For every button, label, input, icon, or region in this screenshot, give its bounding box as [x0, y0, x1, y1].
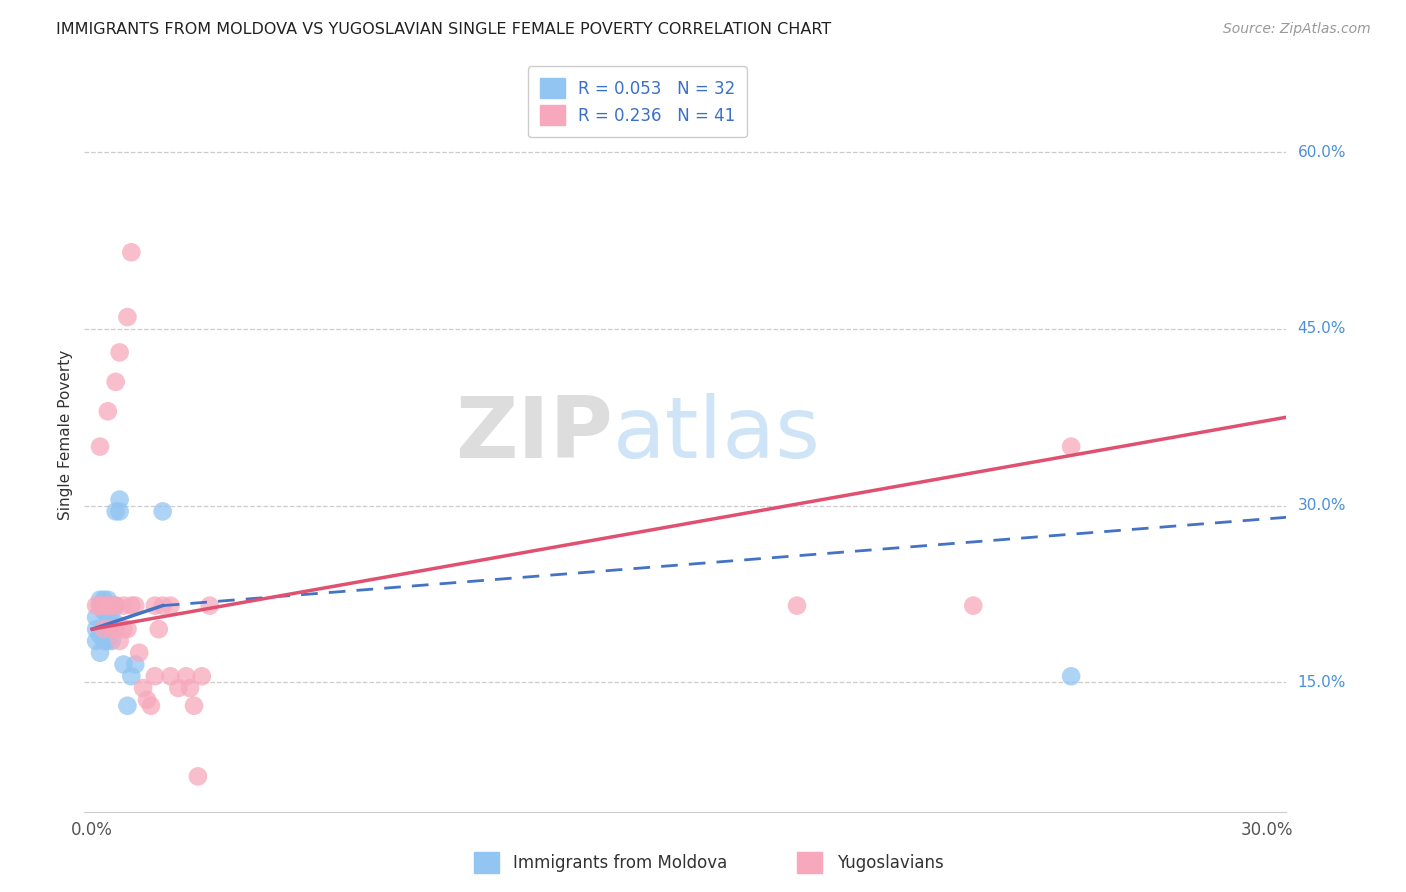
Point [143, 599, 166, 613]
Point [97, 599, 120, 613]
Point [100, 605, 122, 619]
Point [104, 375, 127, 389]
Point [84, 610, 107, 624]
Point [108, 504, 131, 518]
Point [93, 622, 115, 636]
Point [104, 599, 127, 613]
Point [108, 634, 131, 648]
Point [89, 599, 111, 613]
Point [120, 669, 142, 683]
Point [93, 605, 115, 619]
Bar [797, 852, 823, 873]
Point [187, 769, 209, 783]
Point [112, 622, 135, 636]
Point [89, 440, 111, 454]
Point [97, 610, 120, 624]
Point [84, 599, 107, 613]
Point [117, 698, 139, 713]
Legend: R = 0.053   N = 32, R = 0.236   N = 41: R = 0.053 N = 32, R = 0.236 N = 41 [527, 66, 747, 137]
Point [104, 599, 127, 613]
Point [97, 404, 120, 418]
Text: Immigrants from Moldova: Immigrants from Moldova [513, 854, 727, 871]
Point [100, 599, 122, 613]
Text: IMMIGRANTS FROM MOLDOVA VS YUGOSLAVIAN SINGLE FEMALE POVERTY CORRELATION CHART: IMMIGRANTS FROM MOLDOVA VS YUGOSLAVIAN S… [56, 22, 831, 37]
Y-axis label: Single Female Poverty: Single Female Poverty [58, 350, 73, 520]
Point [117, 622, 139, 636]
Point [104, 504, 127, 518]
Point [124, 599, 146, 613]
Point [108, 492, 131, 507]
Point [97, 622, 120, 636]
Point [108, 345, 131, 359]
Point [84, 622, 107, 636]
Text: 45.0%: 45.0% [1298, 321, 1346, 336]
Point [89, 599, 111, 613]
Point [100, 622, 122, 636]
Point [183, 698, 205, 713]
Point [84, 634, 107, 648]
Point [152, 504, 174, 518]
Point [786, 599, 808, 613]
Point [93, 592, 115, 607]
Point [143, 669, 166, 683]
Point [97, 634, 120, 648]
Point [132, 681, 155, 695]
Text: Source: ZipAtlas.com: Source: ZipAtlas.com [1223, 22, 1371, 37]
Point [100, 622, 122, 636]
Point [962, 599, 984, 613]
Point [89, 628, 111, 642]
Point [100, 599, 122, 613]
Point [159, 599, 181, 613]
Point [128, 646, 150, 660]
Point [167, 681, 190, 695]
Text: ZIP: ZIP [456, 393, 613, 476]
Point [148, 622, 170, 636]
Point [179, 681, 201, 695]
Point [104, 616, 127, 631]
Point [112, 599, 135, 613]
Point [136, 693, 159, 707]
Point [174, 669, 197, 683]
Point [104, 622, 127, 636]
Text: 15.0%: 15.0% [1298, 674, 1346, 690]
Bar [474, 852, 499, 873]
Point [97, 599, 120, 613]
Point [198, 599, 221, 613]
Point [89, 646, 111, 660]
Point [100, 634, 122, 648]
Text: 30.0%: 30.0% [1298, 498, 1346, 513]
Point [191, 669, 214, 683]
Point [152, 599, 174, 613]
Point [93, 599, 115, 613]
Text: 60.0%: 60.0% [1298, 145, 1346, 160]
Text: atlas: atlas [613, 393, 821, 476]
Point [93, 622, 115, 636]
Point [89, 592, 111, 607]
Text: Yugoslavians: Yugoslavians [837, 854, 943, 871]
Point [117, 310, 139, 324]
Point [93, 634, 115, 648]
Point [1060, 440, 1083, 454]
Point [124, 657, 146, 672]
Point [139, 698, 162, 713]
Point [112, 657, 135, 672]
Point [159, 669, 181, 683]
Point [93, 599, 115, 613]
Point [1060, 669, 1083, 683]
Point [97, 592, 120, 607]
Point [120, 599, 142, 613]
Point [120, 245, 142, 260]
